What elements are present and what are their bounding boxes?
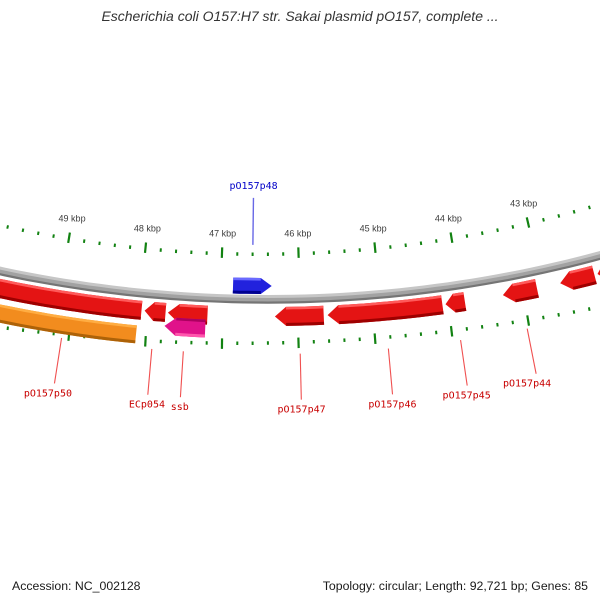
ruler-major-tick-outer <box>67 232 71 244</box>
gene-label-pO157p45[interactable]: pO157p45 <box>443 390 491 401</box>
ruler-minor-tick-outer <box>21 228 25 233</box>
gene-callout-pO157p48 <box>252 197 255 245</box>
topology-text: Topology: circular; Length: 92,721 bp; G… <box>322 579 588 593</box>
gene-ECp054[interactable] <box>144 302 167 322</box>
gene-bevel-top <box>233 277 261 281</box>
gene-bevel-top <box>338 295 442 308</box>
ruler-minor-tick-outer <box>480 231 484 236</box>
ruler-minor-tick-inner <box>496 322 499 327</box>
ruler-major-tick-inner <box>449 325 454 337</box>
gene-callout-pO157p46 <box>387 348 394 395</box>
ruler-minor-tick-outer <box>36 231 40 236</box>
ruler-minor-tick-inner <box>572 310 576 314</box>
status-bar: Accession: NC_002128 Topology: circular;… <box>0 579 600 593</box>
ruler-minor-tick-outer <box>542 217 545 222</box>
gene-bevel-bottom <box>515 294 539 303</box>
gene-label-pO157p48[interactable]: pO157p48 <box>230 181 278 192</box>
ruler-minor-tick-inner <box>587 307 591 311</box>
ruler-minor-tick-outer <box>587 205 591 210</box>
gene-pO157p45[interactable] <box>445 292 467 313</box>
gene-bevel-bottom <box>286 321 325 326</box>
ruler-minor-tick-outer <box>496 228 499 233</box>
gene-pO157p50[interactable] <box>0 298 137 344</box>
ruler-label-44kbp: 44 kbp <box>435 214 462 224</box>
gene-label-ssb[interactable]: ssb <box>171 402 189 413</box>
ruler-minor-tick-inner <box>557 312 560 317</box>
gene-pO157p48[interactable] <box>232 277 272 295</box>
plasmid-backbone-arc-1 <box>0 254 600 304</box>
gene-callout-pO157p44 <box>526 328 537 374</box>
gene-bevel-bottom <box>153 318 165 322</box>
gene-bevel-bottom <box>0 319 136 344</box>
ruler-label-45kbp: 45 kbp <box>360 223 387 233</box>
gene-bevel-top <box>285 305 324 310</box>
ruler-minor-tick-outer <box>82 239 86 243</box>
gene-bevel-top <box>154 302 167 306</box>
ruler-minor-tick-inner <box>511 320 514 325</box>
ruler-major-tick-outer <box>525 217 531 228</box>
gene-bevel-top <box>512 279 536 287</box>
gene-label-pO157p46[interactable]: pO157p46 <box>368 399 416 410</box>
gene-unlabeled[interactable] <box>0 273 143 320</box>
gene-ssb[interactable] <box>164 317 206 338</box>
gene-callout-ECp054 <box>147 348 153 395</box>
gene-bevel-bottom <box>339 311 444 325</box>
ruler-minor-tick-outer <box>511 224 515 229</box>
gene-bevel-bottom <box>572 281 597 290</box>
gene-callout-ssb <box>179 351 184 398</box>
ruler-minor-tick-outer <box>557 213 561 218</box>
gene-bevel-top <box>0 278 143 304</box>
ruler-major-tick-inner <box>373 333 377 344</box>
gene-bevel-top <box>179 304 208 309</box>
ruler-major-tick-outer <box>143 242 148 254</box>
gene-unlabeled[interactable] <box>597 260 600 281</box>
ruler-label-47kbp: 47 kbp <box>209 228 236 238</box>
gene-bevel-bottom <box>232 290 261 294</box>
gene-bevel-bottom <box>175 332 205 338</box>
gene-callout-pO157p47 <box>299 353 302 400</box>
ruler-major-tick-inner <box>144 335 147 347</box>
ruler-minor-tick-outer <box>6 225 9 229</box>
ruler-major-tick-outer <box>449 232 454 243</box>
ruler-label-46kbp: 46 kbp <box>284 228 311 238</box>
ruler-minor-tick-outer <box>572 209 576 214</box>
ruler-minor-tick-outer <box>52 234 55 238</box>
gene-bevel-bottom <box>0 295 141 320</box>
accession-text: Accession: NC_002128 <box>12 579 141 593</box>
gene-bevel-top <box>452 292 464 297</box>
ruler-minor-tick-outer <box>465 234 469 238</box>
ruler-minor-tick-inner <box>542 315 545 320</box>
plasmid-backbone-arc-2 <box>0 257 600 304</box>
gene-callout-pO157p45 <box>460 339 468 386</box>
ruler-label-49kbp: 49 kbp <box>59 214 86 224</box>
ruler-minor-tick-outer <box>435 239 438 243</box>
gene-label-pO157p44[interactable]: pO157p44 <box>503 379 551 390</box>
gene-bevel-top <box>176 317 206 323</box>
page-title: Escherichia coli O157:H7 str. Sakai plas… <box>101 8 499 24</box>
gene-callout-pO157p50 <box>53 337 63 384</box>
ruler-label-43kbp: 43 kbp <box>510 199 537 209</box>
ruler-major-tick-inner <box>526 315 531 326</box>
gene-bevel-top <box>569 265 593 274</box>
gene-label-pO157p47[interactable]: pO157p47 <box>277 405 325 416</box>
gene-pO157p47[interactable] <box>274 305 325 326</box>
gene-label-ECp054[interactable]: ECp054 <box>129 400 165 411</box>
gene-bevel-bottom <box>455 307 467 313</box>
gene-bevel-top <box>0 304 137 328</box>
ruler-label-48kbp: 48 kbp <box>134 223 161 233</box>
gene-label-pO157p50[interactable]: pO157p50 <box>24 388 72 399</box>
ruler-major-tick-outer <box>373 242 377 253</box>
